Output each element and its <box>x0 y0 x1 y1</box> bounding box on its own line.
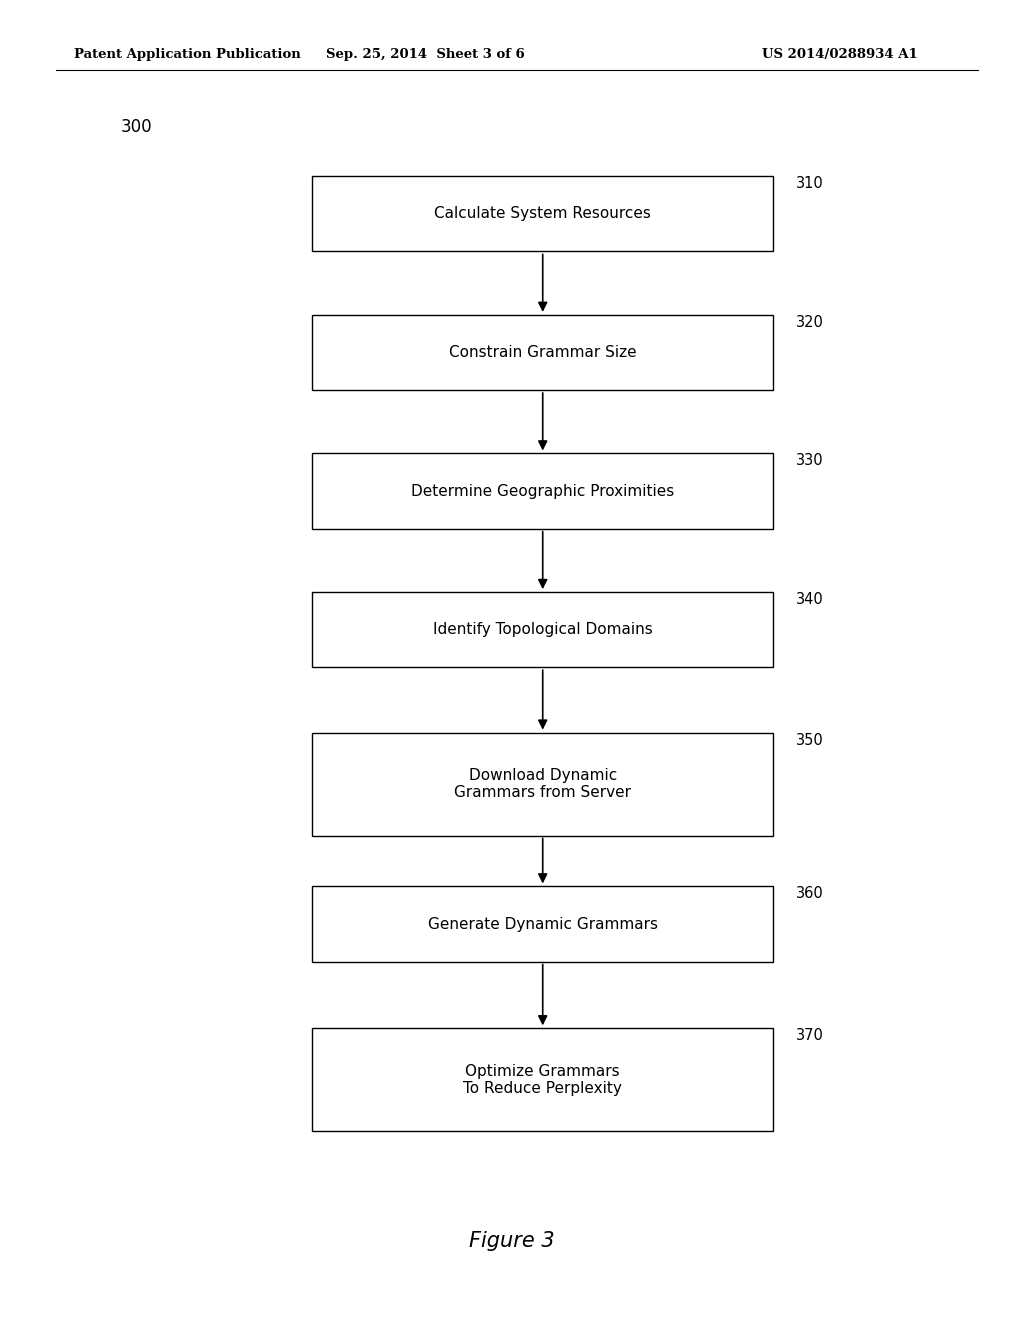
Text: 340: 340 <box>796 591 823 607</box>
Bar <box>312 314 773 391</box>
Bar <box>312 453 773 528</box>
Text: Calculate System Resources: Calculate System Resources <box>434 206 651 222</box>
Text: Determine Geographic Proximities: Determine Geographic Proximities <box>411 483 675 499</box>
Text: US 2014/0288934 A1: US 2014/0288934 A1 <box>762 48 918 61</box>
Text: Optimize Grammars
To Reduce Perplexity: Optimize Grammars To Reduce Perplexity <box>463 1064 623 1096</box>
Text: Download Dynamic
Grammars from Server: Download Dynamic Grammars from Server <box>455 768 631 800</box>
Text: Generate Dynamic Grammars: Generate Dynamic Grammars <box>428 916 657 932</box>
Text: 320: 320 <box>796 315 823 330</box>
Text: Patent Application Publication: Patent Application Publication <box>74 48 300 61</box>
Bar <box>312 591 773 668</box>
Text: 310: 310 <box>796 177 823 191</box>
Text: 350: 350 <box>796 733 823 747</box>
Bar <box>312 887 773 961</box>
Text: 360: 360 <box>796 887 823 902</box>
Text: Constrain Grammar Size: Constrain Grammar Size <box>449 345 637 360</box>
Text: 300: 300 <box>121 117 153 136</box>
Text: Figure 3: Figure 3 <box>469 1230 555 1251</box>
Bar <box>312 733 773 836</box>
Text: Sep. 25, 2014  Sheet 3 of 6: Sep. 25, 2014 Sheet 3 of 6 <box>326 48 524 61</box>
Text: Identify Topological Domains: Identify Topological Domains <box>433 622 652 638</box>
Bar <box>312 1028 773 1131</box>
Bar <box>312 177 773 251</box>
Text: 330: 330 <box>796 454 823 469</box>
Text: 370: 370 <box>796 1028 823 1043</box>
